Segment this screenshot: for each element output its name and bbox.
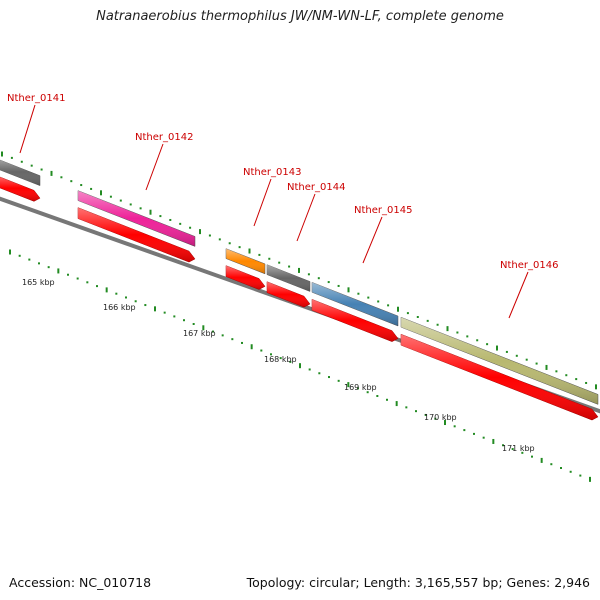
gene-label-nther_0143[interactable]: Nther_0143 [243,167,301,178]
gene-bar-shine [267,264,310,292]
gene-bar-shine [401,317,598,405]
cds-arrow-shine [0,177,40,202]
gene-label-leader [362,216,383,264]
gene-label-leader [145,143,164,191]
scale-label: 170 kbp [424,413,457,422]
cds-arrow-shine [267,281,310,308]
gene-label-nther_0146[interactable]: Nther_0146 [500,260,558,271]
gene-tracks [0,159,599,405]
scale-labels: 165 kbp 166 kbp 167 kbp 168 kbp 169 kbp 170 k… [22,278,535,453]
cds-arrow-shine [401,334,598,421]
gene-label-leader [508,271,529,319]
cds-arrow-shine [226,265,265,290]
scale-label: 165 kbp [22,278,55,287]
gene-label-nther_0145[interactable]: Nther_0145 [354,205,412,216]
gene-bar-shine [0,160,40,186]
gene-label-leader [253,178,272,227]
map-title: Natranaerobius thermophilus JW/NM-WN-LF,… [96,9,504,24]
scale-label: 168 kbp [264,355,297,364]
gene-labels: Nther_0141 Nther_0142 Nther_0143 Nther_0144… [7,93,558,319]
cds-arrow-shine [312,299,398,342]
cds-arrow-shine [78,207,195,263]
scale-label: 171 kbp [502,444,535,453]
scale-label: 166 kbp [103,303,136,312]
gene-label-nther_0141[interactable]: Nther_0141 [7,93,65,104]
gene-label-nther_0142[interactable]: Nther_0142 [135,132,193,143]
scale-label: 169 kbp [344,383,377,392]
gene-label-leader [296,193,316,242]
gene-label-leader [19,104,36,154]
accession-text: Accession: NC_010718 [9,575,152,590]
gene-bar-shine [312,282,398,327]
gene-bar-shine [226,248,265,274]
scale-label: 167 kbp [183,329,216,338]
gene-bar-shine [78,190,195,247]
cds-tracks [0,176,599,421]
scale-ticks [1,151,597,482]
genome-stats-text: Topology: circular; Length: 3,165,557 bp… [246,575,590,590]
gene-label-nther_0144[interactable]: Nther_0144 [287,182,345,193]
